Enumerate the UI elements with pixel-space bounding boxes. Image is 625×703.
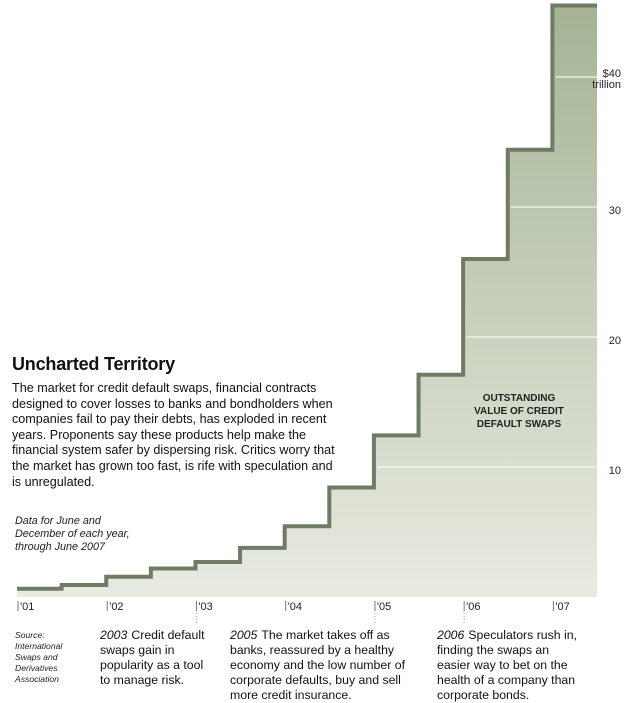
annotation-2005: 2005 The market takes off as banks, reass…: [230, 628, 410, 703]
x-tick-label: '06: [466, 601, 480, 613]
annotation-2006: 2006 Speculators rush in, finding the swa…: [437, 628, 582, 703]
x-tick-label: '02: [109, 601, 123, 613]
annotation-text: The market takes off as banks, reassured…: [230, 628, 405, 702]
series-label-line: DEFAULT SWAPS: [477, 419, 562, 430]
y-tick-label: 30: [609, 205, 621, 217]
annotation-year: 2005: [230, 628, 258, 642]
annotation-year: 2003: [100, 628, 128, 642]
x-tick-label: '04: [288, 601, 302, 613]
source-note: Source: International Swaps and Derivati…: [15, 630, 63, 684]
y-tick-sublabel: trillion: [592, 79, 621, 91]
series-step-line: [17, 3, 597, 591]
chart-title: Uncharted Territory: [12, 354, 175, 374]
data-note: Data for June and December of each year,…: [15, 515, 130, 553]
annotation-text: Credit default swaps gain in popularity …: [100, 628, 205, 687]
y-tick-label: 10: [609, 465, 621, 477]
x-tick-label: '07: [555, 601, 569, 613]
intro-block: Uncharted Territory The market for credi…: [12, 354, 342, 490]
y-tick-label: $40: [603, 68, 621, 80]
annotation-text: Speculators rush in, finding the swaps a…: [437, 628, 578, 702]
y-tick-label: 20: [609, 335, 621, 347]
series-label-line: VALUE OF CREDIT: [474, 406, 564, 417]
x-tick-label: '01: [20, 601, 34, 613]
x-tick-label: '05: [377, 601, 391, 613]
x-tick-label: '03: [198, 601, 212, 613]
chart-description: The market for credit default swaps, fin…: [12, 381, 335, 489]
annotation-2003: 2003 Credit default swaps gain in popular…: [100, 628, 215, 688]
series-label-line: OUTSTANDING: [483, 393, 556, 404]
area-fill: [17, 5, 597, 597]
annotation-year: 2006: [437, 628, 465, 642]
